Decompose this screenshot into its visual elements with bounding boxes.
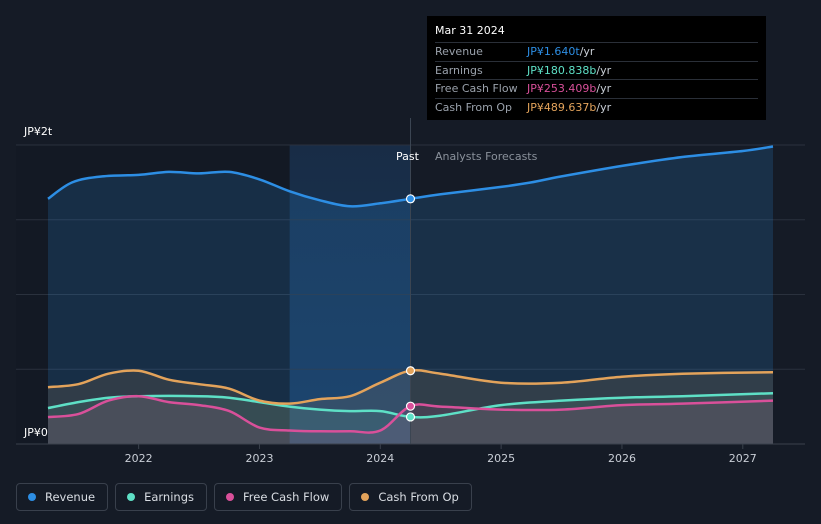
legend: Revenue Earnings Free Cash Flow Cash Fro… [16,483,472,511]
tooltip-suffix: /yr [579,45,595,59]
marker-free-cash-flow [405,401,416,411]
x-tick-label: 2025 [487,452,515,465]
tooltip-label: Earnings [435,63,483,77]
tooltip-row-cfo: Cash From Op JP¥489.637b /yr [435,97,758,117]
line-revenue [47,145,774,208]
legend-dot-icon [127,493,136,501]
forecast-label: Analysts Forecasts [435,150,538,163]
tooltip-value: JP¥489.637b [527,100,597,114]
x-tick-label: 2026 [608,452,636,465]
tooltip-value: JP¥1.640t [527,45,580,59]
tooltip-date: Mar 31 2024 [435,24,505,37]
tooltip-label: Cash From Op [435,100,513,114]
tooltip-value: JP¥180.838b [527,63,597,77]
legend-item-earnings[interactable]: Earnings [115,483,207,511]
y-axis-bottom-label: JP¥0 [24,426,48,439]
legend-label: Cash From Op [378,490,459,504]
tooltip: Mar 31 2024 Revenue JP¥1.640t /yr Earnin… [427,16,766,120]
x-tick-label: 2022 [125,452,153,465]
tooltip-suffix: /yr [596,82,612,96]
tooltip-row-earnings: Earnings JP¥180.838b /yr [435,60,758,80]
tooltip-value: JP¥253.409b [527,82,597,96]
marker-earnings [405,412,416,422]
x-tick-label: 2024 [366,452,394,465]
legend-dot-icon [226,493,234,501]
past-label: Past [396,150,419,163]
tooltip-label: Free Cash Flow [435,82,518,96]
legend-label: Free Cash Flow [243,490,330,504]
tooltip-suffix: /yr [596,63,612,77]
line-free-cash-flow [47,394,774,434]
legend-item-revenue[interactable]: Revenue [16,483,109,511]
tooltip-row-revenue: Revenue JP¥1.640t /yr [435,42,758,61]
x-tick-label: 2023 [245,452,273,465]
legend-item-cash-from-op[interactable]: Cash From Op [349,483,472,511]
y-axis-top-label: JP¥2t [24,125,53,138]
line-cash-from-op [47,369,774,405]
marker-revenue [405,194,416,204]
legend-label: Revenue [45,490,96,504]
legend-label: Earnings [144,490,194,504]
tooltip-suffix: /yr [596,100,612,114]
x-tick-label: 2027 [729,452,757,465]
tooltip-label: Revenue [435,45,483,59]
legend-dot-icon [361,493,370,501]
marker-cash-from-op [405,366,416,376]
legend-dot-icon [28,493,36,501]
legend-item-free-cash-flow[interactable]: Free Cash Flow [214,483,343,511]
tooltip-row-fcf: Free Cash Flow JP¥253.409b /yr [435,79,758,98]
